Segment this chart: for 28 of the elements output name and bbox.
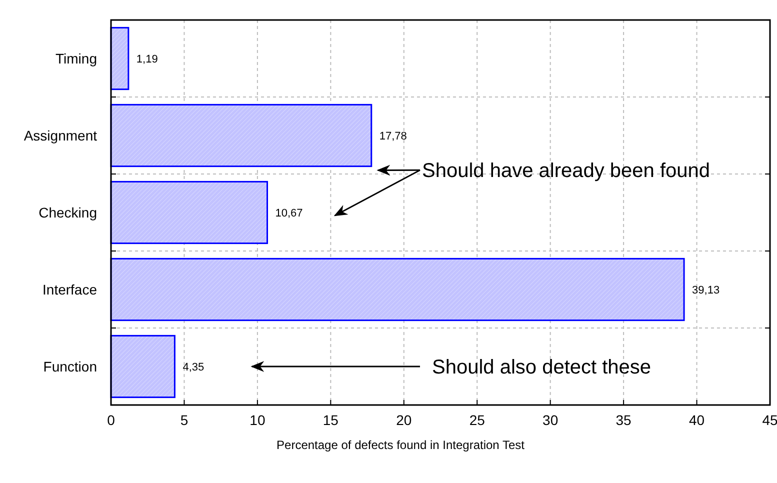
data-label: 39,13 — [692, 284, 720, 296]
data-label: 4,35 — [182, 361, 204, 374]
bar — [110, 180, 268, 244]
data-label: 17,78 — [379, 130, 407, 142]
data-label: 1,19 — [136, 53, 158, 66]
bar — [110, 334, 176, 398]
x-tick-label: 30 — [542, 412, 558, 428]
y-tick-label: Function — [43, 358, 97, 374]
x-tick-label: 0 — [107, 412, 116, 428]
x-tick-label: 25 — [469, 412, 486, 428]
x-tick-label: 10 — [250, 412, 266, 428]
x-tick-label: 15 — [322, 412, 339, 428]
annotation: Should also detect these — [432, 356, 652, 378]
data-label: 10,67 — [275, 207, 303, 220]
x-tick-label: 45 — [762, 412, 777, 428]
bar — [110, 104, 372, 168]
x-tick-label: 5 — [180, 412, 188, 428]
x-tick-label: 20 — [396, 412, 412, 428]
bar — [110, 258, 685, 322]
bar — [110, 26, 130, 90]
y-tick-label: Interface — [42, 281, 98, 298]
y-tick-label: Assignment — [24, 127, 98, 144]
y-tick-label: Checking — [38, 204, 97, 220]
y-tick-label: Timing — [56, 50, 97, 66]
x-tick-label: 40 — [688, 412, 705, 428]
x-axis-title: Percentage of defects found in Integration Test — [276, 438, 526, 452]
annotation: Should have already been found — [422, 160, 710, 182]
x-tick-label: 35 — [616, 412, 632, 428]
